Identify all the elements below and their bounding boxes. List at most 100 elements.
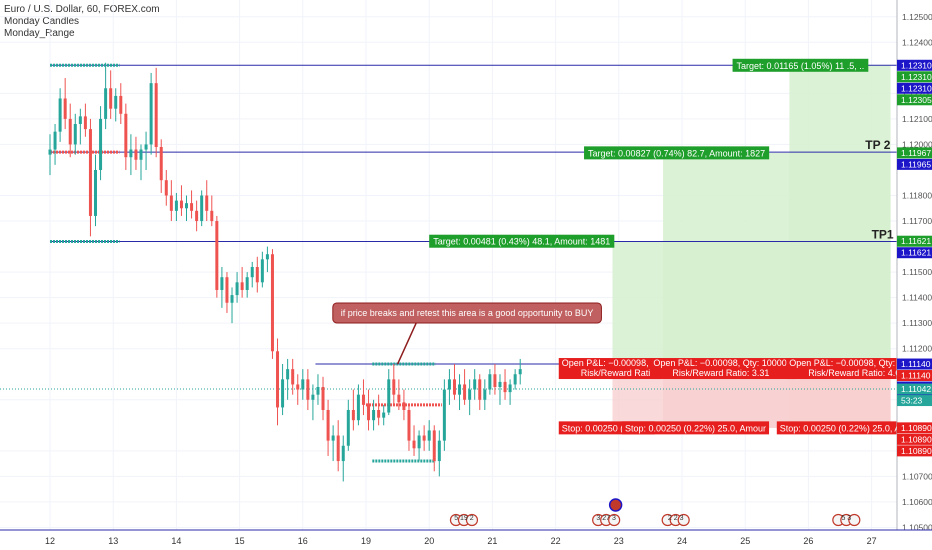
target-label	[429, 234, 615, 248]
candle-body	[250, 267, 254, 278]
event-label: 3 27 3	[596, 515, 616, 522]
x-tick-label: 13	[108, 536, 118, 546]
candle-body	[190, 203, 194, 211]
y-tick-label: 1.11400	[902, 293, 932, 303]
candle-body	[220, 277, 224, 290]
candle-body	[488, 374, 492, 390]
x-tick-label: 14	[171, 536, 181, 546]
y-tick-label: 1.11800	[902, 191, 932, 201]
candle-body	[276, 351, 280, 408]
price-tag-bg	[897, 358, 932, 370]
tp-annotation: TP 2	[865, 138, 890, 152]
legend-study-monday-candles: Monday Candles	[4, 16, 80, 27]
candle-body	[367, 404, 371, 421]
candle-body	[185, 203, 189, 209]
price-tag-text: 1.10890	[901, 423, 932, 433]
y-tick-label: 1.12500	[902, 12, 932, 22]
price-tag: 1.10890	[897, 422, 932, 434]
candle-body	[346, 409, 350, 446]
candle-body	[432, 430, 436, 462]
candle-body	[164, 180, 168, 196]
candle-body	[463, 384, 467, 400]
candle-body	[245, 277, 249, 290]
candle-body	[270, 254, 274, 352]
candle-body	[468, 389, 472, 400]
pnl-label	[650, 358, 795, 380]
candle-body	[144, 144, 148, 150]
price-tag-bg	[897, 422, 932, 434]
price-tag: 1.11621	[897, 247, 932, 259]
price-tag-text: 1.11140	[901, 359, 931, 369]
price-tag-text: 1.12310	[901, 60, 932, 70]
candle-body	[452, 379, 456, 395]
price-tag-bg	[897, 433, 932, 445]
x-tick-label: 15	[235, 536, 245, 546]
price-tag: 1.11965	[897, 158, 932, 170]
price-tag-bg	[897, 383, 932, 395]
price-tag-text: 1.10890	[901, 446, 932, 456]
candle-body	[508, 384, 512, 393]
tp-annotation: TP1	[872, 227, 894, 241]
price-tag-bg	[897, 235, 932, 247]
candle-body	[437, 440, 441, 462]
y-tick-label: 1.12000	[902, 139, 932, 149]
candle-body	[215, 221, 219, 290]
price-tag-bg	[897, 370, 932, 382]
candle-body	[225, 277, 229, 303]
candle-body	[139, 149, 143, 160]
x-tick-label: 21	[487, 536, 497, 546]
price-tag-text: 1.12310	[901, 83, 932, 93]
candle-body	[48, 149, 52, 155]
x-tick-label: 23	[614, 536, 624, 546]
candle-body	[498, 381, 502, 388]
event-flag-icon: 5 19 2	[449, 513, 479, 527]
y-tick-label: 1.11200	[902, 344, 932, 354]
price-tag-bg	[897, 82, 932, 94]
candle-body	[351, 409, 355, 421]
price-tag-text: 1.11967	[901, 148, 931, 158]
price-tag-text: 1.11621	[901, 248, 931, 258]
x-tick-label: 20	[424, 536, 434, 546]
candle-body	[159, 146, 163, 181]
candle-body	[83, 116, 87, 130]
candles	[48, 62, 522, 482]
y-tick-label: 1.10500	[902, 522, 932, 532]
candle-body	[422, 435, 426, 441]
candle-body	[94, 169, 98, 216]
y-tick-label: 1.10600	[902, 497, 932, 507]
candle-body	[99, 118, 103, 170]
candle-body	[372, 409, 376, 421]
price-tag-text: 1.11965	[901, 159, 931, 169]
candle-body	[114, 95, 118, 109]
stop-label	[621, 421, 770, 435]
price-tag: 1.10890	[897, 445, 932, 457]
event-flag-icon: 3 27 3	[592, 513, 621, 527]
candle-body	[88, 129, 92, 216]
price-tag-text: 1.12310	[901, 72, 932, 82]
price-tag: 1.12305	[897, 94, 932, 106]
candle-body	[286, 369, 290, 380]
candle-body	[235, 282, 239, 296]
price-tag-text: 1.10890	[901, 434, 932, 444]
candle-body	[109, 88, 113, 109]
candle-body	[311, 394, 315, 400]
candle-body	[447, 379, 451, 390]
rr-label-text: Risk/Reward Ratio: 3.31	[672, 368, 769, 378]
x-tick-label: 22	[551, 536, 561, 546]
y-tick-label: 1.12400	[902, 37, 932, 47]
target-label-text: Target: 0.00827 (0.74%) 82.7, Amount: 18…	[588, 148, 765, 158]
callout-text: if price breaks and retest this area is …	[341, 308, 594, 318]
candle-body	[341, 445, 345, 462]
candle-body	[68, 118, 72, 145]
candle-body	[63, 98, 67, 119]
candle-body	[291, 369, 295, 385]
candle-body	[361, 394, 365, 405]
candle-body	[326, 409, 330, 441]
price-tag-text: 53:23	[901, 396, 923, 406]
x-tick-label: 12	[45, 536, 55, 546]
candle-body	[260, 259, 264, 283]
target-label-text: Target: 0.01165 (1.05%) 11 .5, ..	[737, 61, 865, 71]
y-tick-label: 1.11300	[902, 318, 932, 328]
candle-body	[58, 98, 62, 132]
